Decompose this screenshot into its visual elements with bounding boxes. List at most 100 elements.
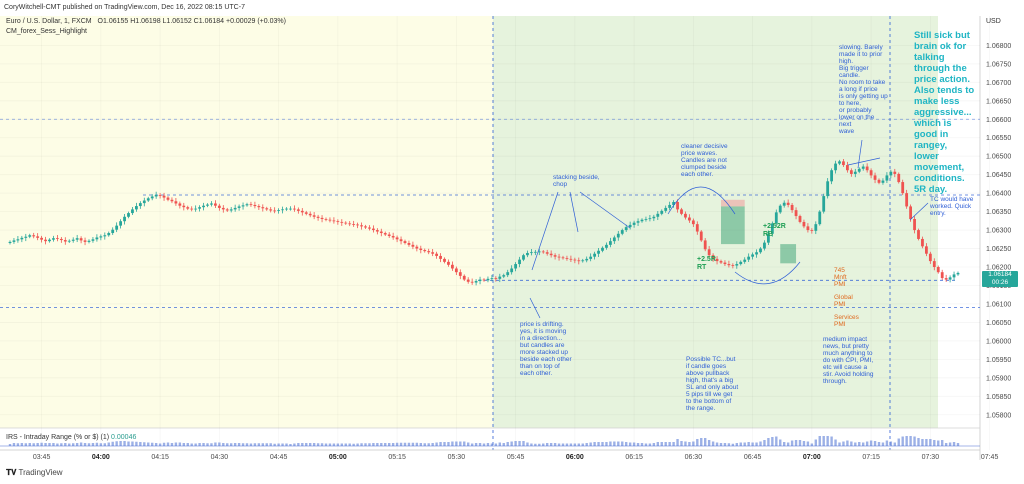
candle-body bbox=[217, 205, 221, 208]
wave-curve-1 bbox=[667, 186, 736, 215]
candle-body bbox=[514, 264, 517, 269]
candle-body bbox=[478, 279, 482, 282]
candle-body bbox=[439, 255, 442, 259]
candle-body bbox=[24, 236, 28, 238]
irs-bar bbox=[648, 443, 652, 446]
candle-body bbox=[846, 165, 849, 171]
annotation-arrows bbox=[529, 139, 929, 319]
irs-bar bbox=[60, 443, 63, 446]
irs-bar bbox=[316, 443, 320, 446]
trade-target-zone bbox=[721, 206, 745, 245]
candle-body bbox=[767, 233, 770, 243]
candle-body bbox=[893, 171, 897, 174]
irs-bar bbox=[269, 443, 272, 446]
candle-body bbox=[656, 213, 660, 217]
irs-bar bbox=[249, 443, 253, 446]
irs-bar bbox=[506, 442, 509, 446]
irs-bar bbox=[360, 443, 363, 446]
irs-bar bbox=[119, 441, 122, 446]
irs-bar bbox=[700, 438, 703, 446]
time-tick-label: 05:00 bbox=[329, 454, 347, 461]
candle-body bbox=[782, 202, 786, 206]
candle-body bbox=[676, 202, 679, 210]
candle-body bbox=[186, 207, 190, 209]
trade-target-zone-2 bbox=[780, 244, 797, 264]
time-axis[interactable]: 03:45 04:00 04:15 04:30 04:45 05:00 05:15 05:30… bbox=[33, 454, 1024, 461]
candle-body bbox=[601, 247, 604, 251]
irs-bar bbox=[233, 443, 237, 446]
irs-bar bbox=[40, 442, 43, 446]
symbol-name: Euro / U.S. Dollar, 1, FXCM bbox=[6, 18, 92, 25]
irs-bar bbox=[95, 442, 99, 446]
candle-body bbox=[356, 224, 359, 226]
candle-body bbox=[703, 240, 707, 250]
indicator-legend[interactable]: CM_forex_Sess_Highlight bbox=[6, 28, 87, 35]
candle-body bbox=[624, 227, 628, 231]
price-axis[interactable]: 1.06800 1.06750 1.06700 1.06650 1.06600 1.065… bbox=[986, 43, 1011, 419]
irs-bar bbox=[862, 442, 865, 446]
irs-bar bbox=[312, 443, 316, 446]
irs-bar bbox=[16, 443, 20, 446]
irs-bar bbox=[557, 443, 561, 446]
note-stacking: stacking beside, chop bbox=[553, 174, 600, 188]
irs-legend[interactable]: IRS - Intraday Range (% or $) (1) 0.0004… bbox=[6, 434, 136, 441]
candle-body bbox=[166, 197, 170, 200]
candle-body bbox=[12, 240, 16, 242]
irs-bar bbox=[526, 442, 529, 446]
irs-bar bbox=[376, 443, 379, 446]
candle-body bbox=[814, 224, 818, 231]
candle-body bbox=[107, 233, 111, 236]
irs-bar bbox=[617, 441, 620, 446]
candle-body bbox=[300, 210, 304, 213]
irs-bar bbox=[759, 441, 762, 446]
symbol-legend[interactable]: Euro / U.S. Dollar, 1, FXCM O1.06155 H1.… bbox=[6, 18, 286, 25]
irs-bar bbox=[87, 443, 91, 446]
candle-body bbox=[296, 209, 300, 211]
candle-body bbox=[411, 244, 415, 247]
candle-body bbox=[553, 255, 557, 257]
candle-body bbox=[735, 264, 739, 266]
irs-bar bbox=[20, 443, 24, 446]
irs-bar bbox=[652, 443, 656, 446]
candle-body bbox=[759, 248, 762, 253]
tradingview-brand[interactable]: 𝐓𝐕 TradingView bbox=[6, 468, 63, 478]
irs-bar bbox=[24, 443, 27, 446]
note-slowing: slowing. Barely made it to prior high. B… bbox=[839, 44, 888, 135]
irs-bar bbox=[672, 442, 675, 446]
irs-bar bbox=[755, 442, 758, 446]
price-tick-label: 1.06800 bbox=[986, 43, 1011, 50]
candle-body bbox=[948, 277, 952, 280]
candle-body bbox=[755, 252, 758, 255]
candle-body bbox=[91, 239, 95, 241]
irs-bar bbox=[83, 443, 87, 446]
irs-bar bbox=[494, 443, 498, 446]
note-drifting: price is drifting. yes, it is moving in … bbox=[520, 321, 572, 377]
irs-bar bbox=[186, 443, 189, 446]
irs-bar bbox=[549, 443, 553, 446]
candle-body bbox=[391, 235, 395, 238]
time-tick-label: 03:45 bbox=[33, 454, 51, 461]
irs-bar bbox=[202, 443, 205, 446]
irs-bar bbox=[415, 442, 419, 446]
candle-body bbox=[281, 209, 284, 211]
candle-body bbox=[802, 221, 806, 227]
candle-body bbox=[869, 170, 873, 176]
last-price: 1.06184 bbox=[988, 271, 1012, 278]
candle-body bbox=[806, 226, 810, 231]
irs-bar bbox=[455, 441, 458, 446]
candle-body bbox=[952, 274, 956, 278]
candle-body bbox=[135, 206, 138, 210]
candle-body bbox=[59, 238, 63, 241]
candle-body bbox=[612, 237, 616, 242]
irs-bar bbox=[660, 442, 663, 446]
candle-body bbox=[490, 278, 494, 279]
candle-body bbox=[245, 204, 249, 206]
irs-bar bbox=[814, 439, 817, 446]
candle-body bbox=[44, 239, 47, 242]
irs-bar bbox=[826, 436, 829, 446]
candle-body bbox=[889, 171, 893, 176]
candle-body bbox=[526, 252, 529, 256]
irs-bar bbox=[929, 439, 932, 446]
price-tick-label: 1.06450 bbox=[986, 172, 1011, 179]
irs-bar bbox=[715, 442, 719, 446]
